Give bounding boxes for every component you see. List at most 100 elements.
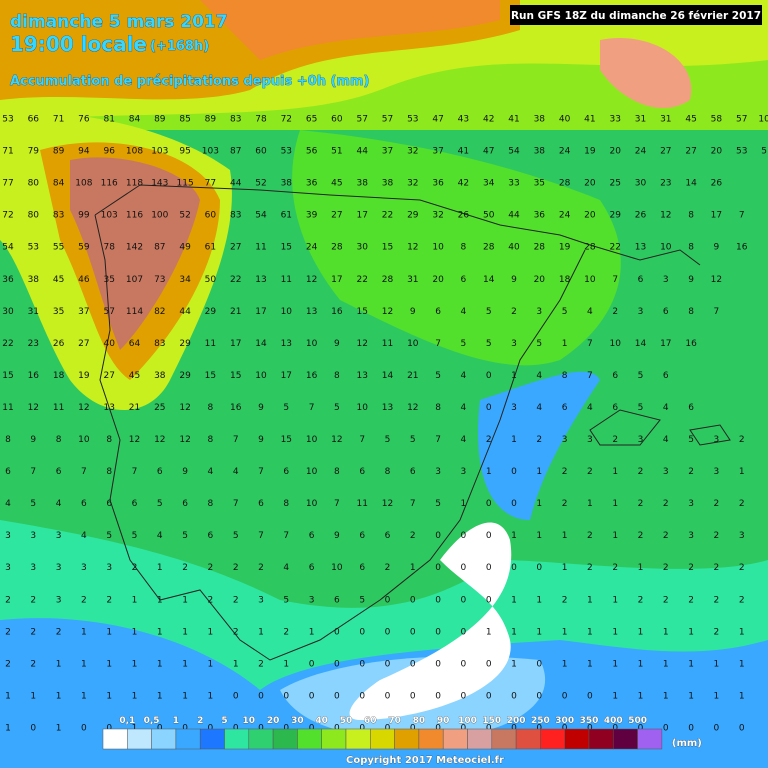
grid-value: 23 (660, 179, 671, 189)
grid-value: 28 (559, 179, 571, 189)
grid-value: 1 (739, 691, 745, 701)
grid-value: 1 (56, 723, 62, 733)
grid-value: 9 (334, 339, 340, 349)
grid-value: 45 (331, 179, 342, 189)
grid-value: 6 (283, 467, 289, 477)
grid-value: 54 (508, 147, 520, 157)
grid-value: 11 (255, 243, 266, 253)
grid-value: 3 (688, 531, 694, 541)
grid-value: 34 (179, 275, 191, 285)
grid-value: 0 (410, 595, 416, 605)
grid-value: 3 (56, 595, 62, 605)
grid-value: 6 (309, 563, 315, 573)
grid-value: 7 (132, 467, 138, 477)
grid-value: 14 (483, 275, 495, 285)
grid-value: 2 (30, 659, 36, 669)
grid-value: 83 (230, 115, 241, 125)
grid-value: 8 (461, 243, 467, 253)
grid-value: 8 (5, 435, 11, 445)
grid-value: 0 (486, 403, 492, 413)
grid-value: 31 (635, 115, 646, 125)
grid-value: 28 (331, 243, 343, 253)
grid-value: 1 (106, 691, 112, 701)
grid-value: 38 (154, 371, 166, 381)
field (292, 130, 621, 366)
grid-value: 24 (559, 147, 571, 157)
grid-value: 19 (584, 147, 596, 157)
grid-value: 4 (461, 403, 467, 413)
grid-value: 21 (230, 307, 241, 317)
grid-value: 38 (534, 147, 546, 157)
grid-value: 4 (536, 371, 542, 381)
grid-value: 7 (359, 435, 365, 445)
grid-value: 2 (5, 595, 11, 605)
grid-value: 27 (660, 147, 671, 157)
grid-value: 0 (182, 723, 188, 733)
grid-value: 12 (28, 403, 39, 413)
grid-value: 0 (536, 659, 542, 669)
grid-value: 0 (587, 723, 593, 733)
grid-value: 0 (435, 691, 441, 701)
time-label: 19:00 locale (10, 32, 147, 56)
grid-value: 0 (385, 691, 391, 701)
grid-value: 1 (30, 691, 36, 701)
grid-value: 6 (359, 467, 365, 477)
grid-value: 26 (711, 179, 723, 189)
grid-value: 13 (103, 403, 114, 413)
grid-value: 10 (306, 435, 318, 445)
grid-value: 0 (334, 627, 340, 637)
grid-value: 3 (663, 275, 669, 285)
grid-value: 5 (385, 435, 391, 445)
grid-value: 35 (103, 275, 114, 285)
grid-value: 71 (53, 115, 64, 125)
grid-value: 31 (28, 307, 39, 317)
grid-value: 10 (356, 403, 368, 413)
grid-value: 6 (182, 499, 188, 509)
grid-value: 108 (75, 179, 92, 189)
grid-value: 30 (2, 307, 14, 317)
grid-value: 0 (638, 723, 644, 733)
grid-value: 1 (208, 627, 214, 637)
grid-value: 2 (587, 563, 593, 573)
grid-value: 15 (281, 435, 292, 445)
grid-value: 7 (587, 371, 593, 381)
run-label: Run GFS 18Z du dimanche 26 février 2017 (511, 10, 761, 22)
grid-value: 7 (81, 467, 87, 477)
grid-value: 10 (306, 499, 318, 509)
grid-value: 40 (103, 339, 115, 349)
grid-value: 11 (382, 339, 393, 349)
grid-value: 5 (435, 371, 441, 381)
grid-value: 3 (562, 435, 568, 445)
grid-value: 39 (306, 211, 318, 221)
grid-value: 1 (182, 595, 188, 605)
legend-unit: (mm) (672, 738, 702, 749)
grid-value: 55 (53, 243, 64, 253)
grid-value: 0 (486, 691, 492, 701)
legend-label: 250 (531, 716, 550, 726)
grid-value: 17 (230, 339, 241, 349)
grid-value: 2 (486, 435, 492, 445)
grid-value: 1 (511, 659, 517, 669)
grid-value: 77 (2, 179, 13, 189)
grid-value: 84 (129, 115, 141, 125)
grid-value: 8 (688, 243, 694, 253)
grid-value: 2 (714, 595, 720, 605)
grid-value: 2 (587, 531, 593, 541)
grid-value: 17 (281, 371, 292, 381)
grid-value: 6 (612, 371, 618, 381)
subtitle: Accumulation de précipitations depuis +0… (10, 74, 369, 89)
grid-value: 2 (562, 595, 568, 605)
grid-value: 0 (410, 659, 416, 669)
grid-value: 20 (534, 275, 546, 285)
grid-value: 6 (81, 499, 87, 509)
grid-value: 1 (739, 659, 745, 669)
grid-value: 2 (688, 467, 694, 477)
legend-swatch (175, 728, 201, 750)
grid-value: 2 (612, 307, 618, 317)
grid-value: 12 (154, 435, 165, 445)
grid-value: 11 (53, 403, 64, 413)
grid-value: 1 (157, 659, 163, 669)
grid-value: 3 (536, 307, 542, 317)
grid-value: 12 (179, 435, 190, 445)
grid-value: 3 (688, 499, 694, 509)
